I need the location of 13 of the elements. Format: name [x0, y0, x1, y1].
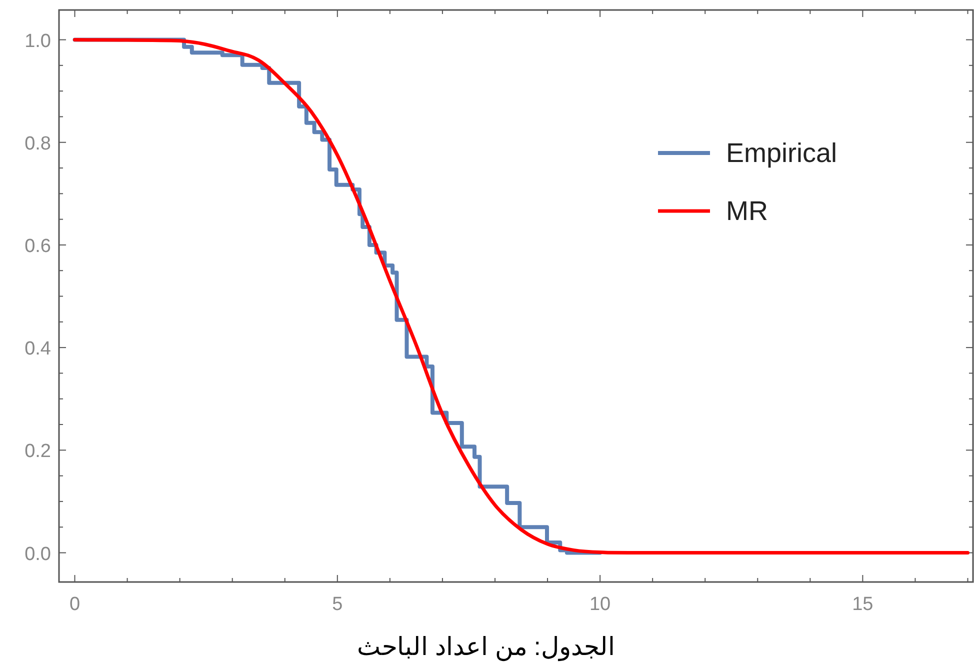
- legend-label: MR: [726, 196, 768, 226]
- y-tick-label: 0.6: [24, 236, 51, 257]
- x-tick-label: 0: [69, 594, 80, 615]
- x-tick-label: 15: [852, 594, 874, 615]
- x-tick-label: 5: [332, 594, 343, 615]
- y-tick-label: 0.4: [24, 338, 52, 360]
- x-tick-label: 10: [589, 594, 611, 615]
- legend-label: Empirical: [726, 138, 838, 168]
- y-tick-label: 0.8: [24, 133, 51, 154]
- y-tick-label: 0.2: [24, 441, 51, 462]
- y-tick-label: 0.0: [24, 544, 51, 565]
- y-tick-label: 1.0: [24, 30, 51, 52]
- annotation: الجدول: من اعداد الباحث: [357, 633, 615, 661]
